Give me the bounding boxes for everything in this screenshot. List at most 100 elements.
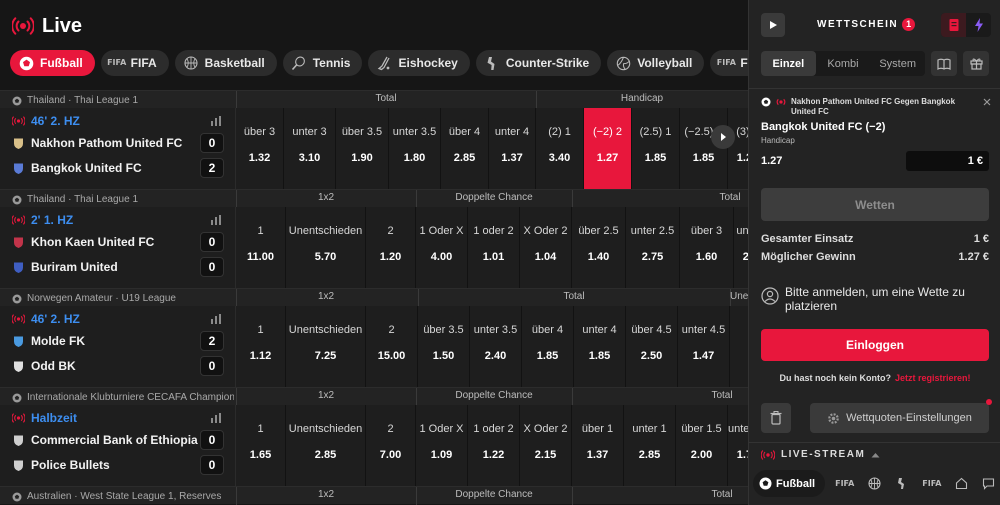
match-row[interactable]: Halbzeit Commercial Bank of Ethiopia 0 P… (0, 405, 748, 486)
quick-bet-button[interactable] (966, 13, 991, 37)
odds-button[interactable]: X Oder 2 2.15 (520, 405, 572, 486)
odds-button[interactable]: (−2) 2 1.27 (584, 108, 632, 189)
bet-tab-einzel[interactable]: Einzel (761, 51, 816, 76)
odds-button[interactable]: über 3.5 1.50 (418, 306, 470, 387)
odds-button[interactable]: über 4 2.85 (441, 108, 489, 189)
bet-tab-system[interactable]: System (879, 57, 917, 70)
odds-button[interactable]: unter 1.5 1.75 (728, 405, 748, 486)
odds-button[interactable]: (2) 1 3.40 (536, 108, 584, 189)
livestream-tab-soccer[interactable]: Fußball (753, 470, 826, 497)
odds-button[interactable]: über 1.5 2.00 (676, 405, 728, 486)
match-row[interactable]: 46' 2. HZ Nakhon Pathom United FC 0 Bang… (0, 108, 748, 189)
odds-button[interactable]: unter 4 1.37 (489, 108, 536, 189)
odds-button[interactable]: über 3 1.60 (680, 207, 734, 288)
odds-label: über 4 (531, 324, 564, 336)
odds-value: 2.85 (453, 152, 476, 164)
stats-icon[interactable] (210, 214, 222, 226)
odds-button[interactable]: über 2.5 1.40 (572, 207, 626, 288)
play-button[interactable] (761, 13, 785, 37)
odds-button[interactable]: über 4 1.85 (522, 306, 574, 387)
odds-button[interactable]: über 3 1.32 (236, 108, 284, 189)
sport-tab-fifa-volta[interactable]: FIFA FIFA: Volta (710, 50, 748, 76)
odds-button[interactable]: Unentschieden 7.25 (286, 306, 366, 387)
odds-button[interactable]: (2.5) 1 1.85 (632, 108, 680, 189)
bet-odds: 1.27 (761, 155, 783, 167)
odds-button[interactable]: unter 4 1.85 (574, 306, 626, 387)
livestream-tab-counter-strike[interactable] (891, 470, 912, 497)
register-link[interactable]: Jetzt registrieren! (894, 373, 971, 383)
sport-tab-soccer-ball[interactable]: Fußball (10, 50, 95, 76)
livestream-tab-more[interactable] (978, 470, 999, 497)
bonus-button[interactable] (963, 51, 989, 76)
soccer-ball-icon (759, 477, 772, 490)
odds-label: unter 3.5 (392, 126, 437, 138)
sport-tab-label: FIFA (130, 56, 157, 70)
odds-button[interactable]: unter 3 2.20 (734, 207, 748, 288)
stats-icon[interactable] (210, 412, 222, 424)
login-button[interactable]: Einloggen (761, 329, 989, 361)
odds-button[interactable]: 1 oder 2 1.01 (468, 207, 520, 288)
odds-button[interactable] (730, 306, 748, 387)
odds-button[interactable]: Unentschieden 5.70 (286, 207, 366, 288)
stake-input[interactable] (906, 151, 989, 171)
betslip-list-button[interactable] (941, 13, 966, 37)
match-row[interactable]: 2' 1. HZ Khon Kaen United FC 0 Buriram U… (0, 207, 748, 288)
odds-button[interactable]: unter 3.5 1.80 (389, 108, 441, 189)
betslip-panel: WETTSCHEIN 1 Einzel Kombi System Nakhon Pa… (748, 0, 1000, 505)
match-info[interactable]: 46' 2. HZ Molde FK 2 Odd BK 0 (0, 306, 236, 387)
odds-label: 1 (257, 324, 264, 336)
sport-tab-hockey-stick[interactable]: Eishockey (368, 50, 470, 76)
odds-button[interactable]: 1 11.00 (236, 207, 286, 288)
match-info[interactable]: Halbzeit Commercial Bank of Ethiopia 0 P… (0, 405, 236, 486)
odds-button[interactable]: unter 3.5 2.40 (470, 306, 522, 387)
odds-button[interactable]: 1 oder 2 1.22 (468, 405, 520, 486)
odds-button[interactable]: 2 7.00 (366, 405, 416, 486)
team-crest-icon (14, 138, 23, 149)
odds-button[interactable]: X Oder 2 1.04 (520, 207, 572, 288)
sport-tab-counter-strike[interactable]: Counter-Strike (475, 50, 602, 76)
odds-settings-button[interactable]: Wettquoten-Einstellungen (810, 403, 989, 433)
scroll-right-button[interactable] (711, 125, 735, 149)
team-row: Khon Kaen United FC 0 (12, 232, 227, 252)
odds-button[interactable]: unter 4.5 1.47 (678, 306, 730, 387)
odds-button[interactable]: Unentschieden 2.85 (286, 405, 366, 486)
match-row[interactable]: 46' 2. HZ Molde FK 2 Odd BK 0 1 1.12 Une… (0, 306, 748, 387)
odds-button[interactable]: 2 1.20 (366, 207, 416, 288)
league-name: Australien · West State League 1, Reserv… (12, 489, 234, 504)
odds-button[interactable]: über 4.5 2.50 (626, 306, 678, 387)
league-name-text: Thailand · Thai League 1 (27, 194, 139, 205)
odds-button[interactable]: unter 3 3.10 (284, 108, 336, 189)
sport-tab-volleyball[interactable]: Volleyball (607, 50, 705, 76)
livestream-tab-fifa[interactable]: FIFA (831, 470, 858, 497)
odds-button[interactable]: 1 1.12 (236, 306, 286, 387)
match-info[interactable]: 46' 2. HZ Nakhon Pathom United FC 0 Bang… (0, 108, 236, 189)
odds-button[interactable]: 2 15.00 (366, 306, 418, 387)
bet-tab-kombi[interactable]: Kombi (827, 57, 859, 70)
clear-betslip-button[interactable] (761, 403, 791, 433)
odds-button[interactable]: über 1 1.37 (572, 405, 624, 486)
remove-bet-button[interactable] (983, 97, 991, 109)
livestream-tab-other[interactable] (951, 470, 972, 497)
odds-button[interactable]: über 3.5 1.90 (336, 108, 389, 189)
odds-button[interactable]: 1 Oder X 1.09 (416, 405, 468, 486)
odds-label: 2 (387, 225, 394, 237)
livestream-tab-basketball[interactable] (864, 470, 885, 497)
odds-button[interactable]: 1 1.65 (236, 405, 286, 486)
group-divider (572, 388, 573, 406)
sport-tab-basketball[interactable]: Basketball (174, 50, 277, 76)
place-bet-button[interactable]: Wetten (761, 188, 989, 221)
sport-tab-tennis-racket[interactable]: Tennis (282, 50, 363, 76)
sport-tab-fifa-logo[interactable]: FIFA FIFA (100, 50, 169, 76)
stats-icon[interactable] (210, 313, 222, 325)
sport-tabs: Fußball FIFA FIFA Basketball Tennis Eishockey… (10, 50, 748, 77)
odds-button[interactable]: 1 Oder X 4.00 (416, 207, 468, 288)
livestream-tab-fifa-volta[interactable]: FIFA (918, 470, 945, 497)
odds-button[interactable]: (3) 1 1.27 (728, 108, 748, 189)
page-title: Live (12, 12, 82, 40)
odds-button[interactable]: unter 1 2.85 (624, 405, 676, 486)
odds-button[interactable]: unter 2.5 2.75 (626, 207, 680, 288)
saved-bets-button[interactable] (931, 51, 957, 76)
livestream-header[interactable]: LIVE-STREAM (749, 442, 1000, 464)
stats-icon[interactable] (210, 115, 222, 127)
match-info[interactable]: 2' 1. HZ Khon Kaen United FC 0 Buriram U… (0, 207, 236, 288)
